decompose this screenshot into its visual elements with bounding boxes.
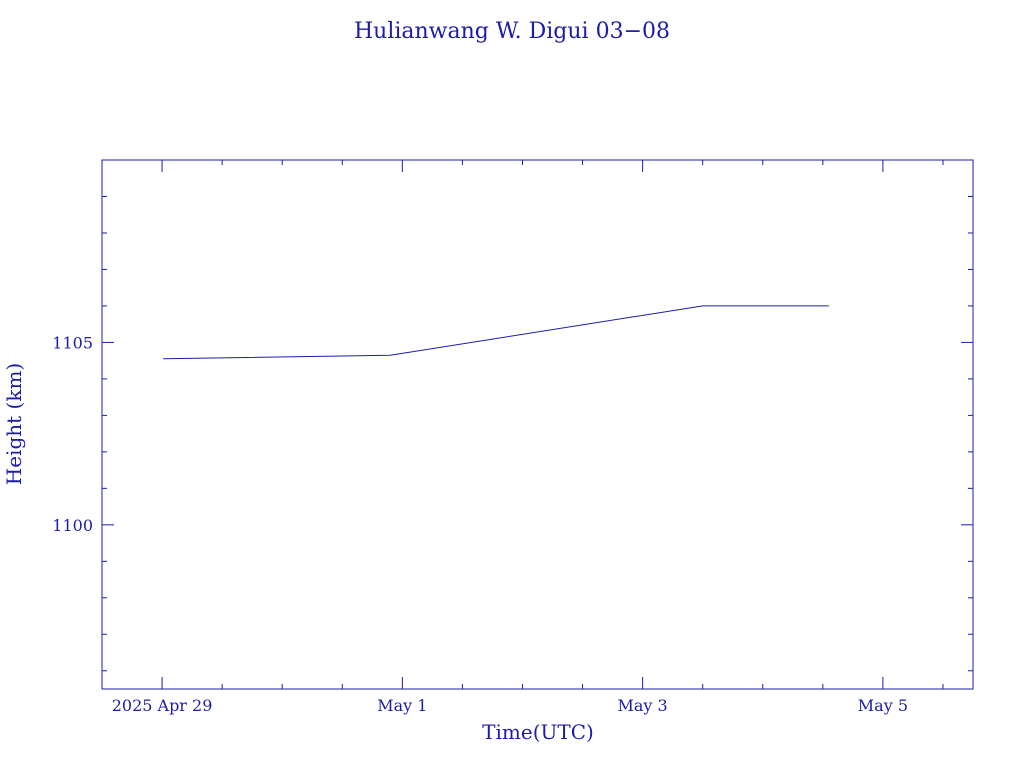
y-axis-label: Height (km) (2, 363, 26, 485)
x-tick-label: May 1 (377, 696, 427, 715)
x-tick-label: May 5 (858, 696, 908, 715)
y-tick-label: 1105 (52, 333, 93, 352)
x-tick-label: 2025 Apr 29 (112, 696, 213, 715)
y-tick-label: 1100 (52, 516, 93, 535)
chart-title: Hulianwang W. Digui 03−08 (354, 19, 670, 44)
series-layer (163, 305, 829, 360)
x-axis-label: Time(UTC) (482, 720, 594, 744)
axis-ticks: 2025 Apr 29 May 1 May 3 May 5 1100 1105 (52, 159, 973, 715)
plot-frame (101, 159, 974, 690)
series-line (163, 305, 829, 360)
x-tick-label: May 3 (618, 696, 668, 715)
